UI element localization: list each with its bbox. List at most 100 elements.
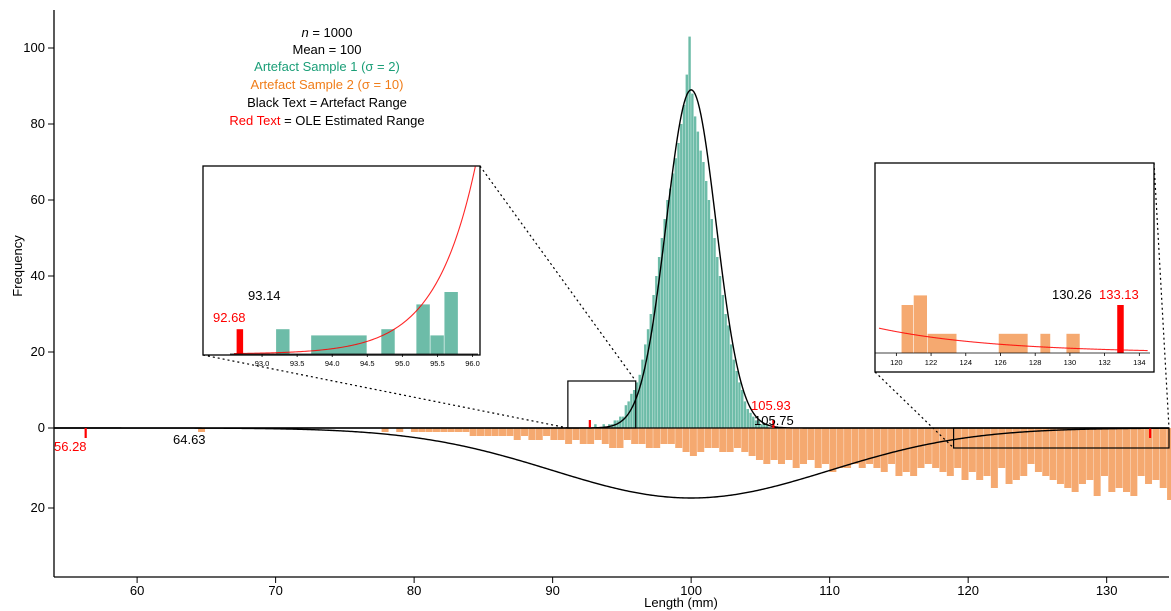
x-tick-label: 70: [268, 583, 282, 598]
sample2-bar: [631, 428, 639, 444]
sample2-bar: [763, 428, 771, 464]
sample2-bar: [822, 428, 830, 464]
sample2-ole-min-label: 56.28: [54, 439, 87, 454]
black-text-annotation: Black Text = Artefact Range: [247, 95, 407, 110]
sample2-bar: [792, 428, 800, 468]
inset-left-bar: [276, 329, 290, 354]
zoom-connector: [874, 371, 955, 449]
sample1-bar: [765, 424, 769, 428]
sample2-bar: [726, 428, 734, 452]
inset-right-bar: [1040, 333, 1051, 353]
sample2-bar: [447, 428, 455, 432]
x-tick-label: 60: [130, 583, 144, 598]
sample2-bar: [880, 428, 888, 472]
sample1-bar: [677, 143, 680, 428]
sample2-bar: [587, 428, 595, 444]
inset-right-tick-label: 124: [960, 358, 973, 367]
x-tick-label: 80: [407, 583, 421, 598]
sample2-bar: [770, 428, 778, 460]
sample2-bar: [198, 428, 206, 432]
y-tick-label: 0: [38, 420, 45, 435]
sample2-annotation: Artefact Sample 2 (σ = 10): [251, 77, 404, 92]
sample2-bar: [660, 428, 668, 444]
sample1-bar: [630, 393, 633, 428]
sample2-bar: [521, 428, 529, 436]
sample2-bar: [653, 428, 661, 448]
red-text-label: Red Text: [229, 113, 280, 128]
sample2-bar: [1042, 428, 1050, 476]
inset-left-tick-label: 94.0: [325, 359, 340, 368]
sample2-bar: [711, 428, 719, 448]
sample1-bar: [710, 219, 713, 428]
sample2-bar: [1159, 428, 1167, 488]
sample2-bar: [939, 428, 947, 472]
sample2-bar: [440, 428, 448, 432]
zoom-region-left: [567, 380, 637, 429]
sample2-bar: [469, 428, 477, 436]
sample1-ole-max-label: 105.93: [751, 398, 791, 413]
inset-left: 93.0 93.5 94.0 94.5 95.0 95.5 96.0 93.14 92.68: [202, 165, 481, 368]
sample2-bar: [594, 428, 602, 440]
sample2-bar: [851, 428, 859, 464]
sample1-bar: [707, 200, 711, 428]
sample2-bar: [638, 428, 646, 444]
sample1-bar: [743, 401, 747, 428]
ole-marker: [772, 420, 775, 428]
zoom-connector: [202, 354, 568, 429]
sample2-min-label: 64.63: [173, 432, 206, 447]
inset-left-bar: [430, 335, 444, 354]
sample1-bar: [752, 416, 755, 428]
sample1-bar: [680, 124, 683, 428]
sample2-bar: [1115, 428, 1123, 488]
sample2-bar: [755, 428, 763, 460]
sample1-bar: [666, 200, 669, 428]
sample1-bar: [644, 344, 647, 428]
range-labels: 105.93 105.75 56.28 64.63: [54, 398, 794, 454]
y-axis-label: Frequency: [10, 235, 25, 297]
sample2-bar: [777, 428, 785, 464]
sample2-bar: [499, 428, 507, 436]
sample2-bar: [866, 428, 874, 464]
x-tick-label: 90: [545, 583, 559, 598]
sample2-bar: [844, 428, 852, 468]
sample1-bar: [713, 238, 716, 428]
sample2-bar: [1034, 428, 1042, 472]
sample2-bar: [836, 428, 844, 468]
sample2-bar: [829, 428, 837, 472]
sample1-bar: [704, 181, 708, 428]
inset-right-tick-label: 120: [890, 358, 903, 367]
sample1-bar: [657, 257, 661, 428]
sample1-bar: [760, 424, 763, 428]
ole-marker: [588, 420, 591, 428]
sample1-annotation: Artefact Sample 1 (σ = 2): [254, 59, 400, 74]
sample2-bar: [491, 428, 499, 436]
sample1-bar: [691, 93, 694, 428]
sample2-bar: [990, 428, 998, 488]
sample2-bar: [1071, 428, 1079, 492]
red-text-annotation: Red Text = OLE Estimated Range: [229, 113, 424, 128]
sample2-bar: [1137, 428, 1145, 476]
inset-right-ole-bar: [1117, 305, 1124, 353]
sample1-bar: [641, 359, 644, 428]
sample2-bar: [623, 428, 631, 440]
sample2-bar: [513, 428, 521, 440]
sample1-bar: [627, 401, 630, 428]
sample1-bar: [635, 382, 639, 428]
sample2-bar: [976, 428, 984, 480]
red-text-meaning: = OLE Estimated Range: [280, 113, 424, 128]
legend-annotations: n = 1000 Mean = 100 Artefact Sample 1 (σ…: [229, 25, 424, 128]
sample2-bar: [888, 428, 896, 464]
sample2-bar: [895, 428, 903, 476]
sample2-bar: [741, 428, 749, 452]
sample1-bar: [594, 424, 597, 428]
sample1-bar: [749, 412, 752, 428]
inset-left-tick-label: 94.5: [360, 359, 375, 368]
sample1-bar: [638, 374, 641, 428]
y-tick-label: 60: [31, 192, 45, 207]
sample1-bar: [632, 390, 636, 428]
x-tick-label: 100: [680, 583, 702, 598]
sample1-bar: [738, 382, 741, 428]
sample2-bar: [601, 428, 609, 444]
sample2-bar: [432, 428, 440, 432]
inset-left-bar: [416, 304, 430, 354]
